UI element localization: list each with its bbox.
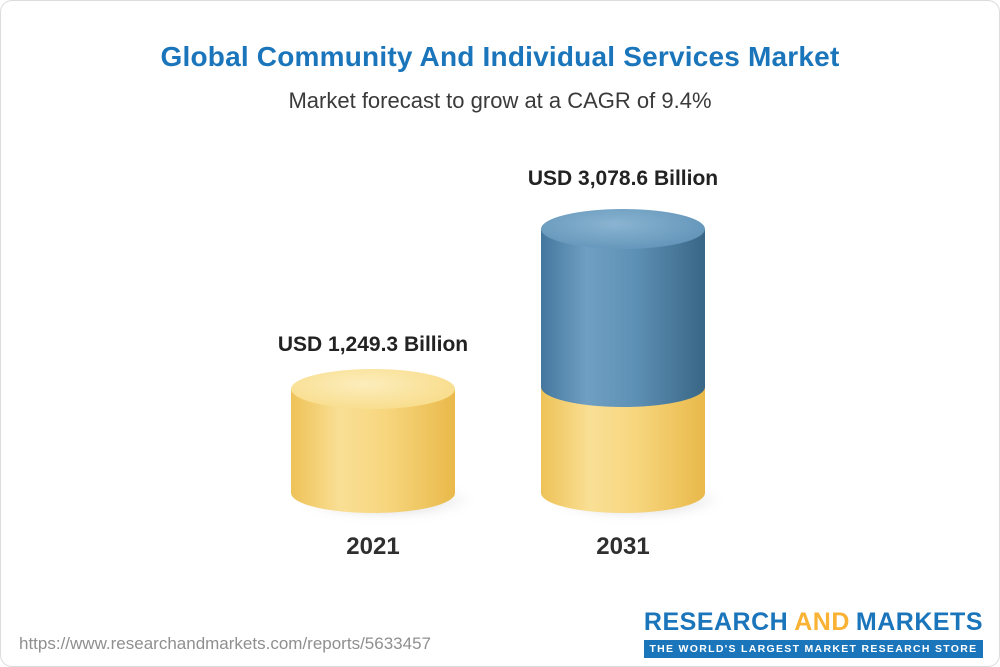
cylinder-body-2021 [291,389,455,513]
logo-text-and: AND [794,608,850,636]
page-title: Global Community And Individual Services… [160,41,840,72]
research-and-markets-logo: RESEARCH AND MARKETS THE WORLD'S LARGEST M… [643,608,983,658]
logo-text-markets: MARKETS [855,608,983,636]
value-label-2021: USD 1,249.3 Billion [277,333,469,356]
segment-2031-growth-blue [541,229,705,407]
year-label-2021: 2021 [346,533,400,560]
logo-text-research: RESEARCH [643,608,789,636]
bar-2021-cylinder [291,369,473,519]
segment-2031-base-yellow [541,387,705,513]
page-subtitle: Market forecast to grow at a CAGR of 9.4… [288,88,712,113]
bar-2031-cylinder [541,209,723,519]
year-label-2031: 2031 [596,533,650,560]
cylinder-top-ellipse-2031 [541,209,705,249]
logo-tagline-bar: THE WORLD'S LARGEST MARKET RESEARCH STOR… [643,640,983,658]
report-url: https://www.researchandmarkets.com/repor… [19,634,431,653]
value-label-2031: USD 3,078.6 Billion [527,167,719,190]
cylinder-top-ellipse-2021 [291,369,455,409]
logo-wordmark: RESEARCH AND MARKETS [644,608,983,637]
